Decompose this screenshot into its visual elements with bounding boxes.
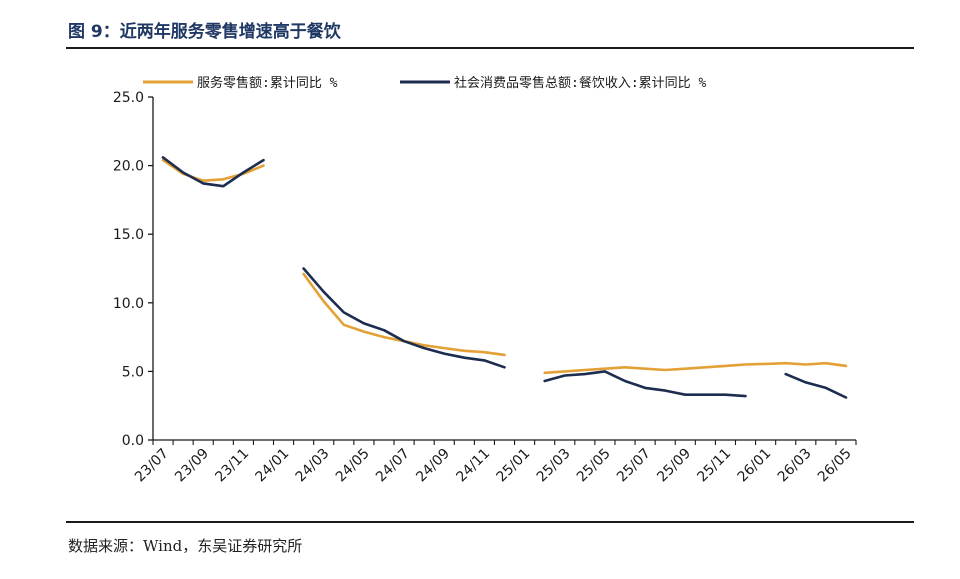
x-tick-label: 25/07	[614, 446, 654, 486]
x-tick-label: 25/01	[494, 446, 534, 486]
line-chart: 0.05.010.015.020.025.023/07 23/09 23/11 24/…	[113, 75, 857, 486]
x-tick-label: 25/05	[574, 446, 614, 486]
chart-axes: 0.05.010.015.020.025.023/07 23/09 23/11 24/…	[113, 90, 857, 486]
x-tick-label: 23/09	[172, 446, 212, 486]
data-source-note: 数据来源：Wind，东吴证券研究所	[68, 537, 303, 555]
x-tick-label: 24/05	[333, 446, 373, 486]
x-tick-label: 23/07	[132, 446, 172, 486]
y-tick-label: 25.0	[113, 90, 144, 106]
x-tick-label: 25/09	[654, 446, 694, 486]
y-tick-label: 5.0	[122, 364, 144, 380]
x-tick-label: 24/07	[373, 446, 413, 486]
chart-legend: 服务零售额:累计同比 % 社会消费品零售总额:餐饮收入:累计同比 %	[143, 75, 706, 91]
x-tick-label: 24/03	[293, 446, 333, 486]
y-tick-label: 20.0	[113, 159, 144, 175]
x-tick-label: 26/05	[815, 446, 855, 486]
y-tick-label: 10.0	[113, 296, 144, 312]
y-tick-label: 15.0	[113, 227, 144, 243]
series-line-service-retail	[161, 158, 848, 375]
x-tick-label: 25/11	[694, 446, 734, 486]
x-tick-label: 24/01	[253, 446, 293, 486]
x-tick-label: 24/11	[453, 446, 493, 486]
top-rule	[66, 47, 914, 49]
x-tick-label: 24/09	[413, 446, 453, 486]
series-line-catering-revenue	[161, 156, 848, 399]
legend-label-service-retail: 服务零售额:累计同比 %	[197, 75, 338, 91]
figure-title: 图 9：近两年服务零售增速高于餐饮	[68, 22, 341, 42]
chart-lines	[161, 156, 848, 399]
x-tick-label: 23/11	[212, 446, 252, 486]
y-tick-label: 0.0	[122, 433, 144, 449]
bottom-rule	[66, 521, 914, 523]
x-tick-label: 26/03	[775, 446, 815, 486]
x-tick-label: 25/03	[534, 446, 574, 486]
legend-label-catering-revenue: 社会消费品零售总额:餐饮收入:累计同比 %	[454, 75, 706, 91]
x-tick-label: 26/01	[735, 446, 775, 486]
